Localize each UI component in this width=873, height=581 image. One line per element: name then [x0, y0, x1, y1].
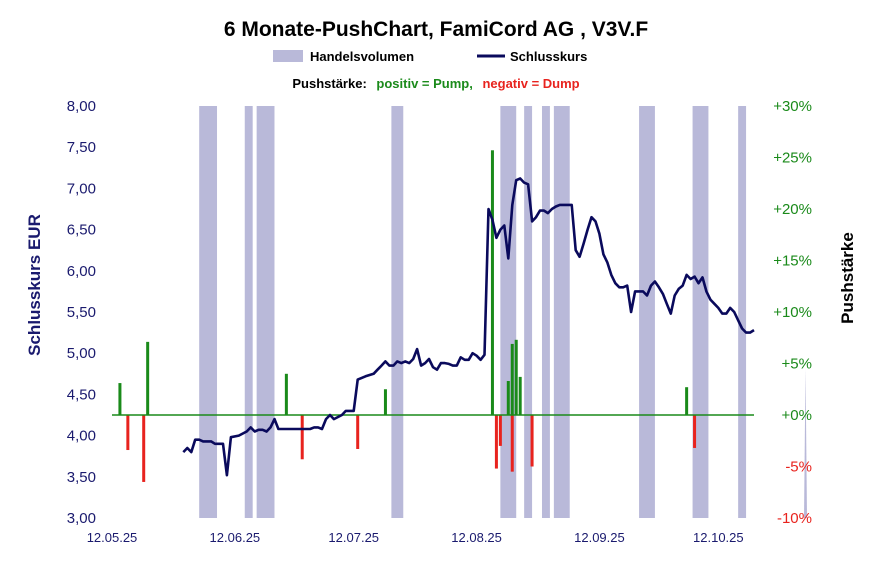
legend-volume-swatch	[273, 50, 303, 62]
legend: Handelsvolumen Schlusskurs	[273, 49, 587, 64]
push-bar-negative	[126, 415, 130, 451]
y-left-tick-label: 4,50	[67, 386, 96, 403]
push-bar-negative	[530, 415, 534, 467]
push-bars	[118, 150, 697, 482]
volume-band	[524, 106, 533, 518]
x-tick-label: 12.06.25	[210, 530, 261, 545]
y-left-tick-label: 6,00	[67, 263, 96, 280]
push-legend: Pushstärke: positiv = Pump, negativ = Du…	[292, 76, 579, 91]
y-left-tick-label: 6,50	[67, 222, 96, 239]
y-right-tick-label: +5%	[782, 356, 812, 373]
x-tick-label: 12.08.25	[451, 530, 502, 545]
push-bar-negative	[494, 415, 498, 469]
push-bar-negative	[498, 415, 502, 446]
chart-title: 6 Monate-PushChart, FamiCord AG , V3V.F	[224, 18, 649, 41]
y-left-tick-label: 3,50	[67, 469, 96, 486]
y-right-ticks: +30% +25% +20% +15% +10% +5% +0% -5% -10%	[773, 98, 812, 527]
y-right-title: Pushstärke	[838, 232, 857, 324]
y-right-tick-label: +25%	[773, 150, 812, 167]
volume-band	[553, 106, 570, 518]
push-bar-positive	[518, 376, 522, 415]
volume-band	[500, 106, 517, 518]
push-legend-positive: positiv = Pump,	[376, 76, 472, 91]
y-right-tick-label: +20%	[773, 201, 812, 218]
legend-volume-label: Handelsvolumen	[310, 49, 414, 64]
volume-band	[199, 106, 218, 518]
volume-band	[256, 106, 275, 518]
y-left-tick-label: 7,50	[67, 139, 96, 156]
y-left-title: Schlusskurs EUR	[25, 214, 44, 356]
push-bar-positive	[514, 339, 518, 415]
push-bar-negative	[510, 415, 514, 472]
y-left-tick-label: 4,00	[67, 428, 96, 445]
legend-close-label: Schlusskurs	[510, 49, 587, 64]
y-right-tick-label: +30%	[773, 98, 812, 115]
y-right-tick-label: -5%	[785, 459, 812, 476]
push-bar-positive	[284, 373, 288, 415]
volume-band	[541, 106, 550, 518]
x-axis-ticks: 12.05.25 12.06.25 12.07.25 12.08.25 12.09.25…	[87, 530, 744, 545]
push-legend-negative: negativ = Dump	[482, 76, 579, 91]
volume-band	[244, 106, 253, 518]
volume-band	[692, 106, 709, 518]
push-bar-positive	[490, 150, 494, 416]
push-bar-positive	[506, 381, 510, 415]
y-left-tick-label: 5,50	[67, 304, 96, 321]
x-tick-label: 12.10.25	[693, 530, 744, 545]
close-price-line	[182, 177, 755, 477]
y-left-tick-label: 5,00	[67, 345, 96, 362]
push-bar-positive	[118, 383, 122, 415]
volume-bands	[199, 106, 808, 518]
volume-band	[738, 106, 747, 518]
x-tick-label: 12.07.25	[328, 530, 379, 545]
y-right-tick-label: +0%	[782, 407, 812, 424]
y-left-tick-label: 8,00	[67, 98, 96, 115]
push-bar-positive	[685, 387, 689, 415]
x-tick-label: 12.05.25	[87, 530, 138, 545]
push-bar-positive	[146, 341, 150, 415]
volume-spike	[804, 368, 808, 518]
push-bar-negative	[356, 415, 360, 449]
volume-band	[391, 106, 404, 518]
x-tick-label: 12.09.25	[574, 530, 625, 545]
push-bar-negative	[300, 415, 304, 460]
y-left-tick-label: 3,00	[67, 510, 96, 527]
push-bar-positive	[383, 389, 387, 415]
y-right-tick-label: +10%	[773, 304, 812, 321]
push-bar-negative	[142, 415, 146, 482]
push-legend-title: Pushstärke:	[292, 76, 366, 91]
y-left-tick-label: 7,00	[67, 180, 96, 197]
volume-band	[639, 106, 655, 518]
y-right-tick-label: +15%	[773, 253, 812, 270]
push-bar-negative	[693, 415, 697, 448]
y-right-tick-label: -10%	[777, 510, 812, 527]
y-left-ticks: 8,00 7,50 7,00 6,50 6,00 5,50 5,00 4,50 4,00 3,50…	[67, 98, 96, 527]
push-bar-positive	[510, 343, 514, 415]
